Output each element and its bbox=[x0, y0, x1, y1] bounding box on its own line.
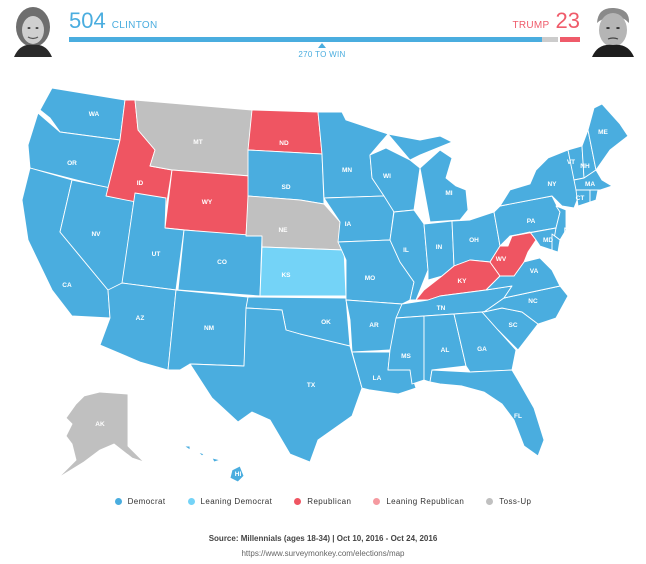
state-SD[interactable] bbox=[247, 149, 325, 205]
270-marker-icon bbox=[318, 43, 326, 48]
trump-label: TRUMP bbox=[512, 20, 550, 31]
legend-label: Republican bbox=[307, 497, 352, 506]
svg-text:UT: UT bbox=[152, 251, 161, 258]
bar-democrat bbox=[69, 37, 543, 42]
svg-text:GA: GA bbox=[477, 346, 487, 353]
svg-text:LA: LA bbox=[373, 375, 382, 382]
svg-text:TX: TX bbox=[307, 382, 316, 389]
svg-text:PA: PA bbox=[527, 218, 536, 225]
svg-text:SD: SD bbox=[281, 184, 290, 191]
state-MI[interactable] bbox=[387, 133, 469, 223]
clinton-score: 504 CLINTON bbox=[69, 8, 158, 34]
map-legend: Democrat Leaning Democrat Republican Lea… bbox=[0, 497, 646, 506]
svg-text:MA: MA bbox=[585, 181, 595, 188]
svg-text:AK: AK bbox=[95, 421, 105, 428]
clinton-votes: 504 bbox=[69, 8, 106, 33]
svg-text:OK: OK bbox=[321, 319, 331, 326]
trump-avatar bbox=[586, 3, 640, 57]
svg-text:WI: WI bbox=[383, 173, 391, 180]
svg-text:CT: CT bbox=[576, 195, 585, 202]
svg-text:NH: NH bbox=[580, 163, 590, 170]
svg-text:HI: HI bbox=[235, 471, 242, 478]
svg-text:IL: IL bbox=[403, 247, 409, 254]
svg-text:ID: ID bbox=[137, 180, 144, 187]
legend-leaning-republican: Leaning Republican bbox=[373, 497, 464, 506]
svg-text:CO: CO bbox=[217, 259, 227, 266]
democrat-dot-icon bbox=[114, 498, 122, 505]
legend-tossup: Toss-Up bbox=[486, 497, 531, 506]
svg-text:IN: IN bbox=[436, 244, 443, 251]
state-IL[interactable] bbox=[389, 209, 429, 301]
svg-text:NY: NY bbox=[547, 181, 557, 188]
state-RI[interactable] bbox=[589, 189, 599, 203]
svg-text:VT: VT bbox=[567, 159, 575, 166]
state-FL[interactable] bbox=[429, 369, 545, 457]
svg-text:MT: MT bbox=[193, 139, 202, 146]
us-electoral-map: WA OR CA NV ID MT WY UT CO AZ NM ND SD N… bbox=[21, 87, 629, 483]
svg-text:SC: SC bbox=[508, 322, 517, 329]
svg-text:FL: FL bbox=[514, 413, 522, 420]
state-MT[interactable] bbox=[134, 99, 253, 177]
clinton-avatar bbox=[6, 3, 60, 57]
svg-text:OH: OH bbox=[469, 237, 479, 244]
state-HI[interactable] bbox=[183, 445, 245, 483]
legend-republican: Republican bbox=[294, 497, 351, 506]
leaning-republican-dot-icon bbox=[373, 498, 381, 505]
state-KS[interactable] bbox=[259, 246, 347, 297]
svg-text:WV: WV bbox=[496, 256, 507, 263]
state-AK[interactable] bbox=[57, 391, 145, 479]
svg-text:TN: TN bbox=[437, 305, 446, 312]
svg-text:NJ: NJ bbox=[564, 227, 573, 234]
state-ND[interactable] bbox=[247, 109, 323, 155]
state-labels: WA OR CA NV ID MT WY UT CO AZ NM ND SD N… bbox=[62, 111, 608, 478]
electoral-progress-bar bbox=[69, 37, 580, 42]
svg-text:MO: MO bbox=[365, 275, 375, 282]
svg-text:ND: ND bbox=[279, 140, 289, 147]
svg-text:NV: NV bbox=[91, 231, 101, 238]
bar-republican bbox=[560, 37, 580, 42]
svg-text:VA: VA bbox=[530, 268, 539, 275]
state-AZ[interactable] bbox=[99, 282, 177, 371]
legend-label: Toss-Up bbox=[499, 497, 532, 506]
svg-text:WA: WA bbox=[89, 111, 100, 118]
legend-label: Leaning Republican bbox=[386, 497, 465, 506]
legend-label: Leaning Democrat bbox=[200, 497, 273, 506]
svg-text:WY: WY bbox=[202, 199, 213, 206]
trump-votes: 23 bbox=[555, 8, 580, 33]
legend-label: Democrat bbox=[127, 497, 166, 506]
electoral-header: 504 CLINTON TRUMP 23 270 TO WIN bbox=[0, 0, 646, 70]
bar-gap bbox=[557, 37, 561, 42]
legend-leaning-democrat: Leaning Democrat bbox=[187, 497, 273, 506]
leaning-democrat-dot-icon bbox=[187, 498, 195, 505]
svg-text:MN: MN bbox=[342, 167, 352, 174]
clinton-label: CLINTON bbox=[111, 20, 158, 31]
svg-text:MS: MS bbox=[401, 353, 411, 360]
svg-text:NM: NM bbox=[204, 325, 214, 332]
270-to-win-label: 270 TO WIN bbox=[298, 50, 346, 59]
state-DE[interactable] bbox=[551, 233, 561, 253]
svg-text:NC: NC bbox=[528, 298, 538, 305]
source-url[interactable]: https://www.surveymonkey.com/elections/m… bbox=[241, 549, 405, 558]
svg-text:ME: ME bbox=[598, 129, 608, 136]
svg-text:CA: CA bbox=[62, 282, 72, 289]
legend-democrat: Democrat bbox=[114, 497, 166, 506]
svg-text:AL: AL bbox=[441, 347, 450, 354]
svg-text:AR: AR bbox=[369, 322, 379, 329]
state-TX[interactable] bbox=[189, 307, 363, 463]
republican-dot-icon bbox=[294, 498, 302, 505]
svg-text:KY: KY bbox=[457, 278, 467, 285]
svg-text:MD: MD bbox=[543, 237, 553, 244]
svg-text:MI: MI bbox=[445, 190, 452, 197]
tossup-dot-icon bbox=[486, 498, 494, 505]
svg-text:AZ: AZ bbox=[136, 315, 145, 322]
state-MD[interactable] bbox=[511, 227, 557, 251]
source-text: Source: Millennials (ages 18-34) | Oct 1… bbox=[208, 534, 438, 543]
svg-text:IA: IA bbox=[345, 221, 352, 228]
svg-text:KS: KS bbox=[281, 272, 291, 279]
svg-text:OR: OR bbox=[67, 160, 77, 167]
bar-tossup bbox=[542, 37, 558, 42]
state-ME[interactable] bbox=[587, 103, 629, 171]
svg-text:NE: NE bbox=[278, 227, 288, 234]
trump-score: TRUMP 23 bbox=[512, 8, 580, 34]
